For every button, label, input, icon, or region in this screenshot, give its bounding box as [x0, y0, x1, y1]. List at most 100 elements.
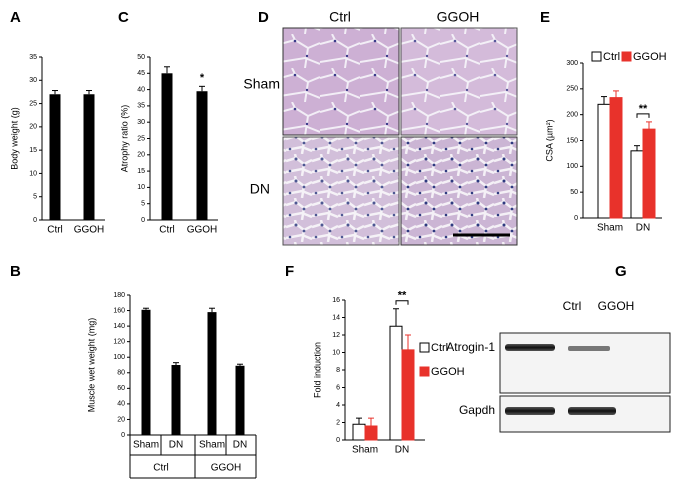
y-tick-label: 0	[141, 217, 145, 224]
y-tick-label: 20	[137, 152, 145, 159]
blot-band	[568, 346, 610, 351]
x-tick-label: Sham	[133, 440, 159, 451]
significance-bracket	[395, 300, 409, 305]
y-tick-label: 60	[117, 385, 125, 392]
y-tick-label: 4	[336, 402, 340, 409]
y-tick-label: 2	[336, 419, 340, 426]
y-tick-label: 30	[137, 119, 145, 126]
bar	[235, 365, 245, 435]
x-tick-label: Sham	[352, 445, 378, 456]
lane-label: GGOH	[598, 299, 635, 313]
y-tick-label: 120	[113, 339, 125, 346]
bar	[597, 103, 611, 219]
panel-letter: F	[285, 263, 294, 280]
bar	[171, 365, 181, 435]
significance-bracket	[636, 113, 650, 118]
legend-label: Ctrl	[603, 51, 620, 63]
legend-swatch	[591, 51, 602, 62]
y-tick-label: 140	[113, 323, 125, 330]
y-tick-label: 0	[121, 432, 125, 439]
bar	[401, 349, 415, 441]
legend-swatch	[621, 51, 632, 62]
blot-band	[568, 407, 616, 415]
band-label: Gapdh	[459, 403, 495, 417]
y-tick-label: 35	[29, 54, 37, 61]
y-tick-label: 180	[113, 292, 125, 299]
band-label: Atrogin-1	[446, 340, 495, 354]
blot-band	[505, 344, 555, 351]
y-tick-label: 20	[29, 124, 37, 131]
bar	[196, 91, 208, 220]
micrograph-grid	[282, 27, 518, 246]
legend-swatch	[419, 366, 430, 377]
y-axis-label: Muscle wet weight (mg)	[86, 318, 96, 413]
y-tick-label: 5	[33, 194, 37, 201]
micrograph	[400, 136, 518, 246]
x-tick-label: DN	[233, 440, 247, 451]
y-tick-label: 40	[117, 401, 125, 408]
bar	[642, 128, 656, 219]
bar	[83, 94, 95, 220]
y-tick-label: 20	[117, 416, 125, 423]
x-tick-label: GGOH	[187, 225, 218, 236]
bar	[364, 425, 378, 441]
panel-letter: G	[615, 263, 627, 280]
bar	[389, 325, 403, 441]
y-tick-label: 12	[332, 332, 340, 339]
significance: **	[639, 103, 648, 115]
x-tick-label: Ctrl	[47, 225, 63, 236]
y-tick-label: 0	[336, 437, 340, 444]
row-label: DN	[250, 181, 270, 197]
y-tick-label: 160	[113, 307, 125, 314]
x-tick-label: Sham	[199, 440, 225, 451]
x-tick-label: DN	[636, 223, 650, 234]
y-tick-label: 5	[141, 201, 145, 208]
x-tick-label: GGOH	[74, 225, 105, 236]
micrograph	[400, 27, 518, 136]
bar	[161, 73, 173, 220]
panel-letter: C	[118, 9, 129, 26]
group-label: GGOH	[211, 463, 242, 474]
bar	[630, 150, 644, 219]
significance: **	[398, 290, 407, 302]
y-tick-label: 6	[336, 384, 340, 391]
y-tick-label: 50	[570, 189, 578, 196]
bar	[352, 423, 366, 441]
panel-letter: D	[258, 9, 269, 26]
y-tick-label: 80	[117, 370, 125, 377]
y-tick-label: 200	[566, 112, 578, 119]
y-axis-label: Fold induction	[312, 342, 322, 398]
y-tick-label: 15	[29, 147, 37, 154]
x-tick-label: DN	[395, 445, 409, 456]
bar	[609, 97, 623, 219]
y-tick-label: 45	[137, 70, 145, 77]
legend-label: Ctrl	[431, 342, 448, 354]
blot-band	[505, 407, 555, 415]
bar	[49, 94, 61, 220]
y-tick-label: 150	[566, 137, 578, 144]
y-tick-label: 300	[566, 60, 578, 67]
y-axis-label: CSA (µm²)	[544, 119, 554, 161]
y-tick-label: 10	[332, 349, 340, 356]
y-tick-label: 25	[137, 135, 145, 142]
y-tick-label: 100	[566, 163, 578, 170]
blot-box	[499, 332, 671, 394]
column-label: Ctrl	[329, 9, 351, 25]
y-axis-label: Body weight (g)	[9, 107, 19, 170]
y-tick-label: 40	[137, 86, 145, 93]
panel-letter: B	[10, 263, 21, 280]
y-tick-label: 15	[137, 168, 145, 175]
column-label: GGOH	[437, 9, 480, 25]
row-label: Sham	[243, 76, 280, 92]
y-tick-label: 30	[29, 77, 37, 84]
y-tick-label: 50	[137, 54, 145, 61]
bar	[207, 312, 217, 435]
legend-label: GGOH	[633, 51, 667, 63]
legend-label: GGOH	[431, 366, 465, 378]
x-tick-label: Sham	[597, 223, 623, 234]
micrograph	[282, 27, 400, 136]
panel-letter: A	[10, 9, 21, 26]
y-tick-label: 14	[332, 314, 340, 321]
group-label: Ctrl	[153, 463, 169, 474]
y-tick-label: 25	[29, 100, 37, 107]
